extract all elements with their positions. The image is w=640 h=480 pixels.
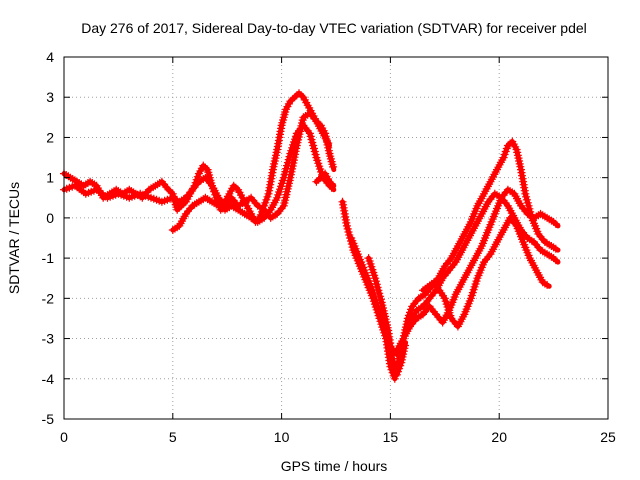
data-point	[551, 244, 560, 253]
series-layer	[60, 89, 561, 383]
x-axis-label: GPS time / hours	[281, 458, 388, 474]
y-tick-label: -2	[42, 290, 55, 306]
x-tick-label: 25	[600, 429, 616, 445]
series-trace-2	[60, 109, 333, 222]
data-point	[324, 139, 333, 148]
y-tick-label: -3	[42, 331, 55, 347]
x-tick-label: 10	[274, 429, 290, 445]
y-tick-label: 2	[46, 129, 54, 145]
x-tick-label: 20	[491, 429, 507, 445]
series-trace-9	[312, 169, 337, 189]
series-trace-7	[419, 213, 552, 331]
data-point	[401, 341, 409, 350]
data-point	[327, 179, 336, 188]
y-tick-label: -5	[42, 411, 55, 427]
x-tick-label: 5	[169, 429, 177, 445]
y-tick-label: 0	[46, 210, 54, 226]
series-trace-3	[168, 121, 337, 234]
x-tick-label: 15	[383, 429, 399, 445]
chart-title: Day 276 of 2017, Sidereal Day-to-day VTE…	[81, 20, 587, 36]
ticks: 0 5 10 15 20 25 -5 -4 -3 -2 -1 0 1 2 3 4	[42, 49, 616, 445]
y-tick-label: 3	[46, 89, 54, 105]
y-tick-label: 1	[46, 170, 54, 186]
x-tick-label: 0	[60, 429, 68, 445]
y-tick-label: -4	[42, 371, 55, 387]
series-line	[394, 187, 561, 354]
y-axis-label: SDTVAR / TECUs	[6, 182, 22, 294]
data-point	[543, 280, 552, 289]
data-point	[551, 219, 560, 228]
plot-frame	[63, 56, 609, 420]
series-trace-8	[364, 254, 409, 379]
y-tick-label: 4	[46, 49, 54, 65]
y-tick-label: -1	[42, 250, 55, 266]
series-line	[170, 122, 337, 233]
data-point	[551, 256, 560, 265]
data-point	[329, 162, 338, 171]
